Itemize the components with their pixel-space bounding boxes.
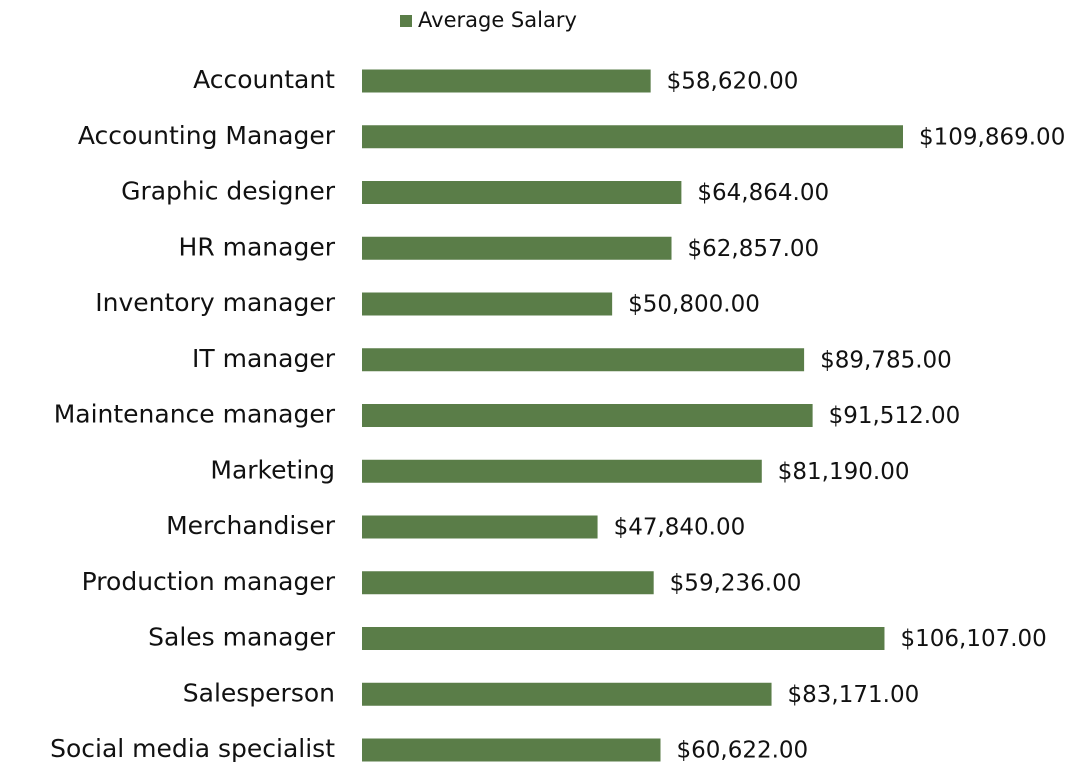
category-label: Maintenance manager bbox=[54, 400, 336, 429]
value-label: $109,869.00 bbox=[919, 124, 1065, 150]
value-label: $59,236.00 bbox=[670, 570, 802, 596]
value-label: $64,864.00 bbox=[697, 180, 829, 206]
category-label: Accountant bbox=[193, 65, 335, 94]
bar bbox=[362, 682, 772, 706]
bar bbox=[362, 627, 885, 650]
value-label: $83,171.00 bbox=[788, 682, 920, 708]
category-label: Graphic designer bbox=[121, 177, 336, 206]
bar bbox=[362, 236, 672, 260]
legend-label: Average Salary bbox=[418, 8, 577, 32]
value-label: $62,857.00 bbox=[688, 236, 820, 262]
category-label: Salesperson bbox=[183, 678, 335, 707]
bar bbox=[362, 181, 682, 204]
category-label: Merchandiser bbox=[166, 511, 336, 540]
bar bbox=[362, 515, 598, 539]
category-label: Production manager bbox=[82, 567, 336, 596]
value-label: $81,190.00 bbox=[778, 459, 910, 485]
bar bbox=[362, 738, 661, 762]
value-label: $60,622.00 bbox=[677, 738, 809, 764]
legend-swatch bbox=[400, 15, 412, 27]
bar bbox=[362, 125, 903, 149]
value-label: $47,840.00 bbox=[614, 515, 746, 541]
category-label: Marketing bbox=[210, 455, 335, 484]
value-label: $50,800.00 bbox=[628, 292, 760, 318]
bar bbox=[362, 459, 762, 483]
category-label: IT manager bbox=[192, 344, 336, 373]
category-label: Sales manager bbox=[148, 623, 336, 652]
bar bbox=[362, 292, 613, 316]
category-label: Accounting Manager bbox=[78, 121, 336, 150]
bar bbox=[362, 404, 813, 427]
category-label: Social media specialist bbox=[50, 734, 335, 763]
value-label: $91,512.00 bbox=[829, 403, 961, 429]
bar bbox=[362, 69, 651, 93]
category-label: HR manager bbox=[179, 232, 336, 261]
value-label: $106,107.00 bbox=[900, 626, 1046, 652]
bar bbox=[362, 348, 805, 372]
category-label: Inventory manager bbox=[95, 288, 335, 317]
value-label: $89,785.00 bbox=[820, 347, 952, 373]
bar bbox=[362, 571, 654, 595]
value-label: $58,620.00 bbox=[667, 69, 799, 95]
